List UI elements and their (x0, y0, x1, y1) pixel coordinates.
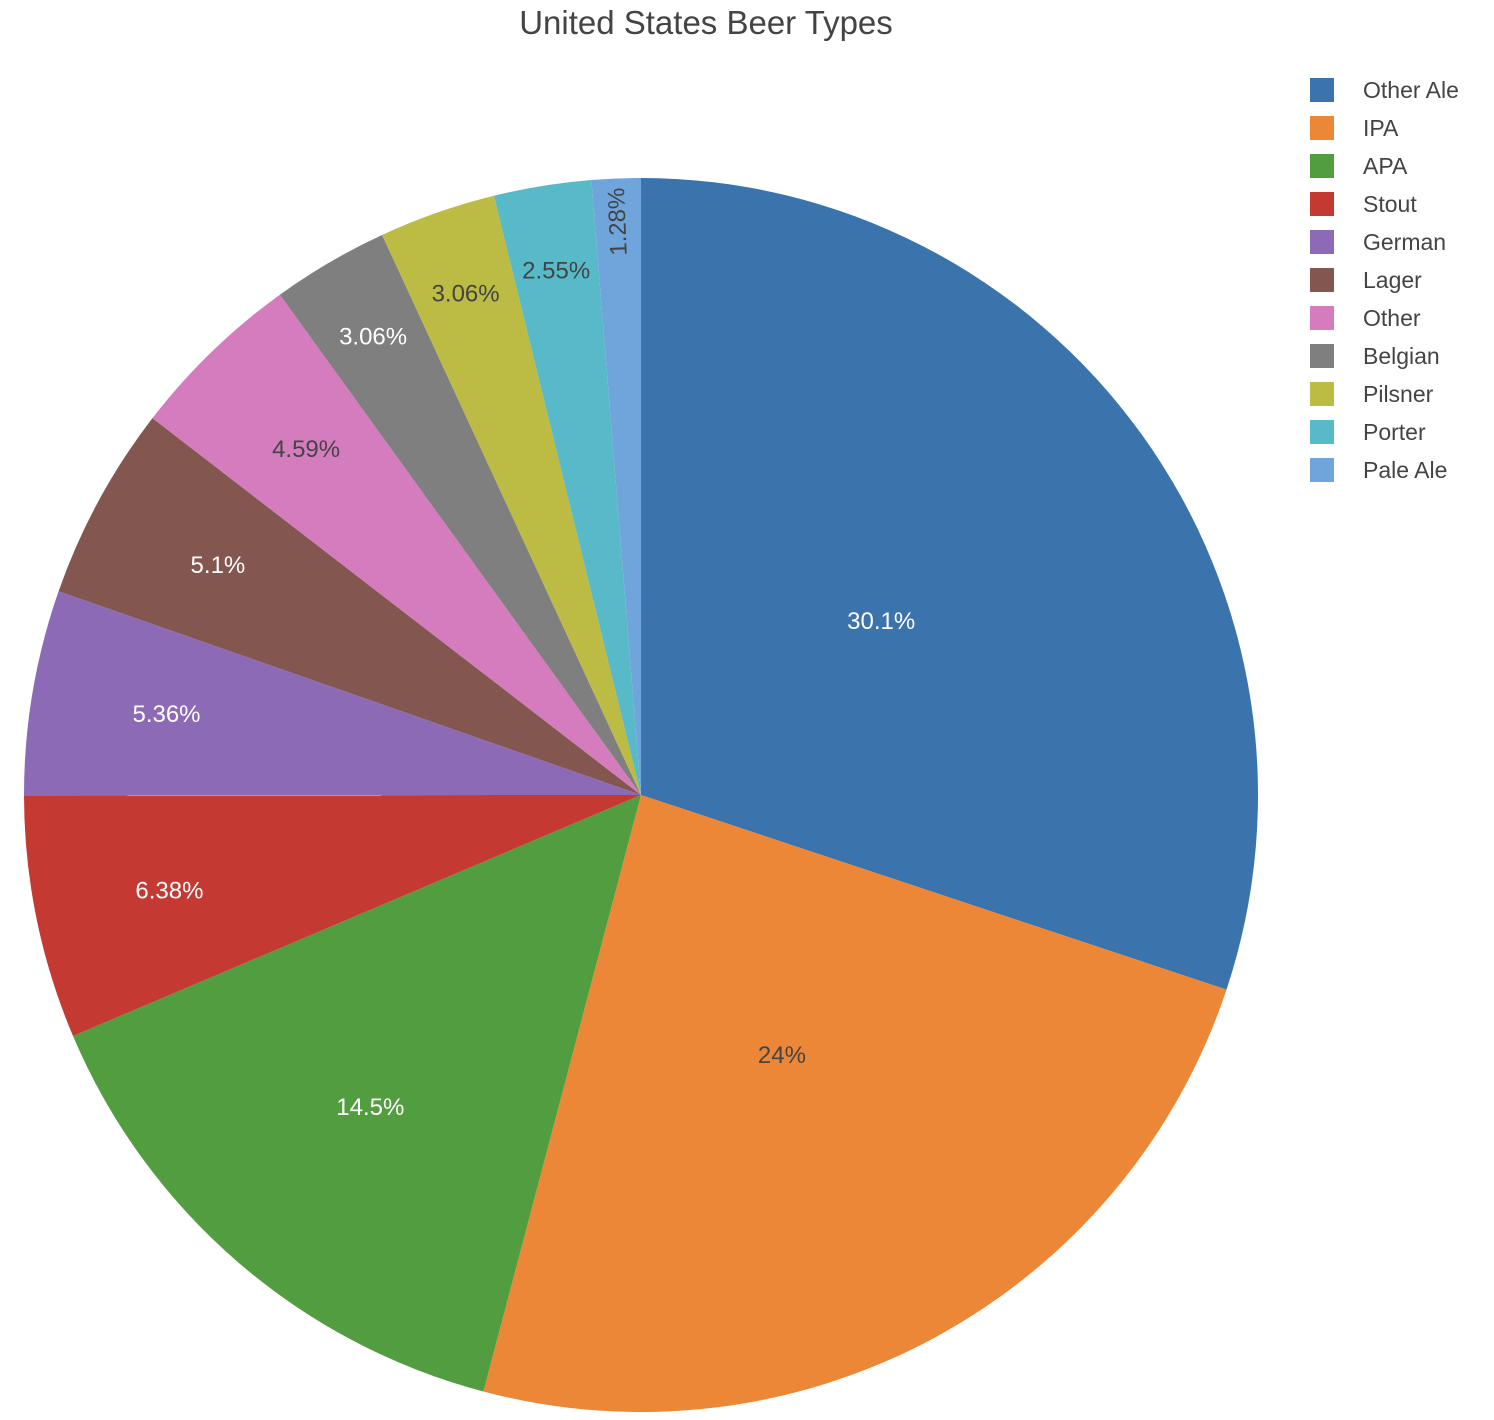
pie-slice-other[interactable] (152, 294, 641, 795)
legend-swatch-stout (1310, 192, 1334, 216)
legend-swatch-other (1310, 306, 1334, 330)
slice-label-pale-ale: 1.28% (603, 187, 633, 256)
legend-swatch-german (1310, 230, 1334, 254)
legend-label-other-ale: Other Ale (1363, 77, 1459, 103)
legend-label-german: German (1363, 229, 1446, 255)
slice-label-lager: 5.1% (191, 552, 246, 579)
legend-swatch-pilsner (1310, 382, 1334, 406)
slice-label-other-ale: 30.1% (847, 608, 915, 635)
pie-slices (23, 177, 1259, 1412)
legend-item-other-ale[interactable]: Other Ale (1310, 77, 1459, 103)
legend-label-ipa: IPA (1363, 115, 1399, 141)
legend-swatch-pale-ale (1310, 458, 1334, 482)
legend-item-belgian[interactable]: Belgian (1310, 343, 1440, 369)
legend: Other Ale IPA APA Stout German Lager Other Belg… (1310, 77, 1459, 483)
legend-label-apa: APA (1363, 153, 1408, 179)
chart-title: United States Beer Types (519, 4, 893, 41)
legend-label-stout: Stout (1363, 191, 1417, 217)
pie-slice-other-ale[interactable] (641, 177, 1259, 990)
legend-swatch-belgian (1310, 344, 1334, 368)
pie-slice-pilsner[interactable] (382, 195, 641, 796)
legend-item-german[interactable]: German (1310, 229, 1446, 255)
slice-label-apa: 14.5% (336, 1094, 404, 1121)
pie-slice-german[interactable] (23, 591, 641, 796)
legend-label-porter: Porter (1363, 419, 1426, 445)
slice-label-other: 4.59% (272, 436, 340, 463)
legend-item-stout[interactable]: Stout (1310, 191, 1417, 217)
slice-label-pilsner: 3.06% (432, 281, 500, 308)
slice-label-german: 5.36% (132, 701, 200, 728)
legend-item-lager[interactable]: Lager (1310, 267, 1422, 293)
legend-item-pilsner[interactable]: Pilsner (1310, 381, 1434, 407)
pie-slice-stout[interactable] (24, 795, 641, 1036)
pie-slice-lager[interactable] (58, 418, 642, 795)
pie-slice-porter[interactable] (493, 180, 641, 795)
pie-slice-apa[interactable] (73, 795, 641, 1392)
legend-swatch-porter (1310, 420, 1334, 444)
legend-item-apa[interactable]: APA (1310, 153, 1408, 179)
legend-label-belgian: Belgian (1363, 343, 1440, 369)
pie-slice-ipa[interactable] (483, 795, 1227, 1412)
pie-slice-pale-ale[interactable] (591, 178, 641, 795)
legend-item-other[interactable]: Other (1310, 305, 1421, 331)
legend-label-pale-ale: Pale Ale (1363, 457, 1447, 483)
legend-swatch-ipa (1310, 116, 1334, 140)
legend-swatch-lager (1310, 268, 1334, 292)
legend-swatch-apa (1310, 154, 1334, 178)
slice-label-porter: 2.55% (522, 258, 590, 285)
legend-item-porter[interactable]: Porter (1310, 419, 1426, 445)
pie-slice-labels: 30.1% 24% 14.5% 6.38% 5.36% 5.1% 4.59% 3.06% 3.0… (132, 187, 915, 1121)
legend-item-pale-ale[interactable]: Pale Ale (1310, 457, 1447, 483)
legend-swatch-other-ale (1310, 78, 1334, 102)
legend-label-lager: Lager (1363, 267, 1422, 293)
slice-label-ipa: 24% (758, 1042, 806, 1069)
pie-slice-belgian[interactable] (279, 234, 641, 795)
legend-label-other: Other (1363, 305, 1421, 331)
slice-label-stout: 6.38% (135, 878, 203, 905)
legend-item-ipa[interactable]: IPA (1310, 115, 1399, 141)
slice-label-belgian: 3.06% (339, 323, 407, 350)
legend-label-pilsner: Pilsner (1363, 381, 1434, 407)
